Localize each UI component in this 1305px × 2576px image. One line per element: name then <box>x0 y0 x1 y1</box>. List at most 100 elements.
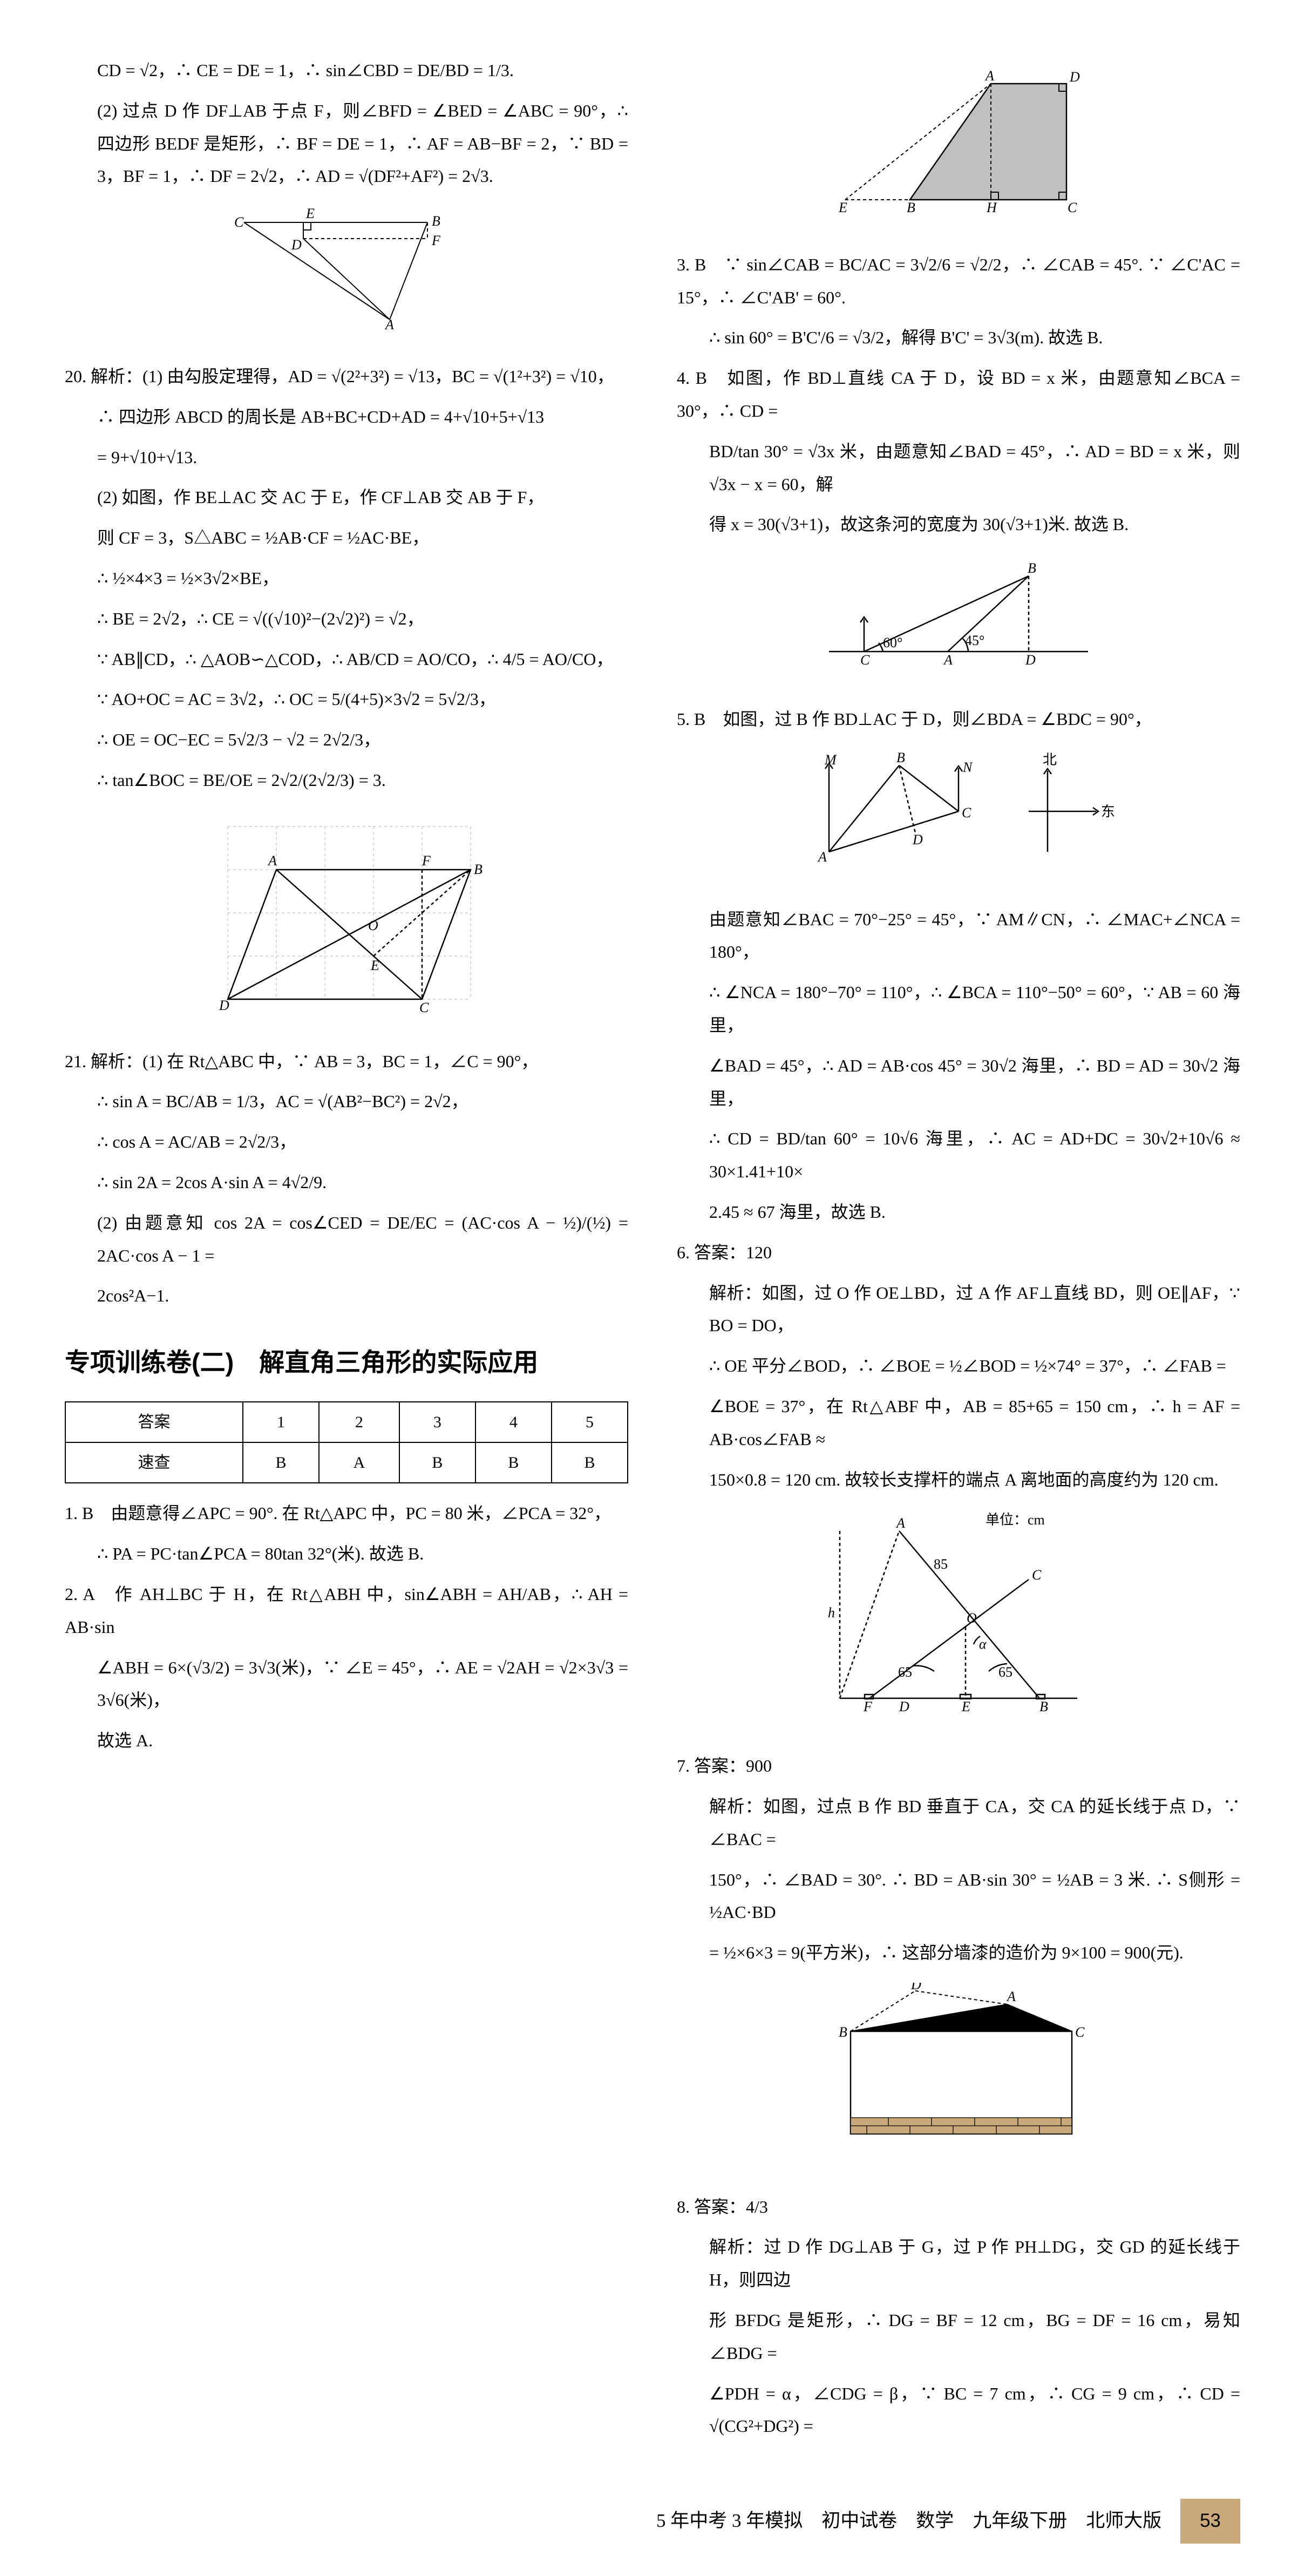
text-line: 由题意知∠BAC = 70°−25° = 45°，∵ AM∥CN，∴ ∠MAC+… <box>677 903 1240 969</box>
text-line: ∵ AB∥CD，∴ △AOB∽△COD，∴ AB/CD = AO/CO，∴ 4/… <box>65 643 628 676</box>
svg-text:C: C <box>1075 2024 1085 2040</box>
text-line: ∴ BE = 2√2，∴ CE = √((√10)²−(2√2)²) = √2， <box>65 602 628 635</box>
text-line: 则 CF = 3，S△ABC = ½AB·CF = ½AC·BE， <box>65 521 628 554</box>
text-line: ∴ 四边形 ABCD 的周长是 AB+BC+CD+AD = 4+√10+5+√1… <box>65 401 628 433</box>
text-line: 得 x = 30(√3+1)，故这条河的宽度为 30(√3+1)米. 故选 B. <box>677 508 1240 541</box>
svg-text:65: 65 <box>998 1664 1012 1680</box>
text-line: ∴ cos A = AC/AB = 2√2/3， <box>65 1126 628 1158</box>
text-line: 150°，∴ ∠BAD = 30°. ∴ BD = AB·sin 30° = ½… <box>677 1863 1240 1929</box>
svg-text:C: C <box>234 214 244 230</box>
text-line: ∴ PA = PC·tan∠PCA = 80tan 32°(米). 故选 B. <box>65 1537 628 1570</box>
table-row: 答案 1 2 3 4 5 <box>65 1402 628 1442</box>
text-line: CD = √2，∴ CE = DE = 1，∴ sin∠CBD = DE/BD … <box>65 54 628 87</box>
figure-wall: D A B C <box>677 1983 1240 2172</box>
svg-text:M: M <box>824 752 837 768</box>
text-line: ∴ tan∠BOC = BE/OE = 2√2/(2√2/3) = 3. <box>65 764 628 797</box>
text-line: 解析：如图，过点 B 作 BD 垂直于 CA，交 CA 的延长线于点 D，∵ ∠… <box>677 1790 1240 1856</box>
text-line: 21. 解析：(1) 在 Rt△ABC 中，∵ AB = 3，BC = 1，∠C… <box>65 1045 628 1078</box>
text-line: 1. B 由题意得∠APC = 90°. 在 Rt△APC 中，PC = 80 … <box>65 1497 628 1530</box>
table-cell: 5 <box>552 1402 628 1442</box>
svg-text:A: A <box>817 849 827 865</box>
svg-text:A: A <box>1006 1989 1016 2004</box>
svg-text:D: D <box>1069 69 1080 85</box>
text-line: ∴ ∠NCA = 180°−70° = 110°，∴ ∠BCA = 110°−5… <box>677 976 1240 1042</box>
table-row: 速查 B A B B B <box>65 1442 628 1483</box>
svg-text:东: 东 <box>1101 804 1115 819</box>
figure-bearings: M B N C D A 北 东 <box>677 749 1240 884</box>
table-cell: B <box>399 1442 475 1483</box>
table-cell: 2 <box>319 1402 399 1442</box>
figure-parallelogram-grid: A F B O E D C <box>65 810 628 1026</box>
figure-cdebfa: C E B F D A <box>65 206 628 341</box>
text-line: 5. B 如图，过 B 作 BD⊥AC 于 D，则∠BDA = ∠BDC = 9… <box>677 703 1240 736</box>
text-line: (2) 由题意知 cos 2A = cos∠CED = DE/EC = (AC·… <box>65 1206 628 1272</box>
text-line: ∠PDH = α，∠CDG = β，∵ BC = 7 cm，∴ CG = 9 c… <box>677 2377 1240 2443</box>
text-line: 2. A 作 AH⊥BC 于 H，在 Rt△ABH 中，sin∠ABH = AH… <box>65 1578 628 1644</box>
svg-text:α: α <box>979 1636 987 1652</box>
text-line: ∠ABH = 6×(√3/2) = 3√3(米)，∵ ∠E = 45°，∴ AE… <box>65 1651 628 1717</box>
svg-text:A: A <box>267 853 277 869</box>
svg-text:北: 北 <box>1043 752 1057 768</box>
svg-text:C: C <box>962 805 971 821</box>
svg-text:D: D <box>912 832 923 848</box>
footer: 5 年中考 3 年模拟 初中试卷 数学 九年级下册 北师大版 53 <box>65 2499 1240 2544</box>
right-column: A D E B H C 3. B ∵ sin∠CAB = BC/AC = 3√2… <box>677 54 1240 2450</box>
svg-text:C: C <box>1068 200 1077 215</box>
text-line: ∠BOE = 37°，在 Rt△ABF 中，AB = 85+65 = 150 c… <box>677 1390 1240 1456</box>
table-cell: B <box>552 1442 628 1483</box>
svg-text:B: B <box>432 213 440 229</box>
text-line: ∴ sin 60° = B'C'/6 = √3/2，解得 B'C' = 3√3(… <box>677 321 1240 354</box>
svg-text:B: B <box>907 200 915 215</box>
text-line: (2) 如图，作 BE⊥AC 交 AC 于 E，作 CF⊥AB 交 AB 于 F… <box>65 481 628 514</box>
section-title: 专项训练卷(二) 解直角三角形的实际应用 <box>65 1338 628 1386</box>
svg-text:D: D <box>899 1699 909 1714</box>
table-cell: 3 <box>399 1402 475 1442</box>
svg-text:A: A <box>943 652 953 668</box>
svg-text:85: 85 <box>934 1556 948 1572</box>
svg-text:E: E <box>305 206 315 221</box>
svg-text:D: D <box>219 998 229 1013</box>
table-cell: 速查 <box>65 1442 243 1483</box>
svg-text:H: H <box>986 200 997 215</box>
svg-text:E: E <box>961 1699 970 1714</box>
text-line: ∴ OE = OC−EC = 5√2/3 − √2 = 2√2/3， <box>65 723 628 756</box>
table-cell: 答案 <box>65 1402 243 1442</box>
svg-text:E: E <box>838 200 847 215</box>
text-line: 3. B ∵ sin∠CAB = BC/AC = 3√2/6 = √2/2，∴ … <box>677 248 1240 314</box>
text-line: 8. 答案：4/3 <box>677 2191 1240 2224</box>
svg-text:E: E <box>370 958 379 973</box>
answer-table: 答案 1 2 3 4 5 速查 B A B B B <box>65 1401 628 1483</box>
svg-text:B: B <box>839 2024 847 2040</box>
text-line: ∴ CD = BD/tan 60° = 10√6 海里，∴ AC = AD+DC… <box>677 1122 1240 1188</box>
svg-text:45°: 45° <box>965 633 984 648</box>
text-line: 2.45 ≈ 67 海里，故选 B. <box>677 1196 1240 1229</box>
svg-text:F: F <box>431 233 441 248</box>
footer-text: 5 年中考 3 年模拟 初中试卷 数学 九年级下册 北师大版 <box>656 2510 1161 2531</box>
text-line: (2) 过点 D 作 DF⊥AB 于点 F，则∠BFD = ∠BED = ∠AB… <box>65 94 628 193</box>
svg-text:N: N <box>962 760 973 775</box>
svg-text:C: C <box>860 652 870 668</box>
svg-text:A: A <box>384 317 394 330</box>
table-cell: 1 <box>243 1402 319 1442</box>
text-line: 形 BFDG 是矩形，∴ DG = BF = 12 cm，BG = DF = 1… <box>677 2304 1240 2370</box>
svg-text:F: F <box>863 1699 873 1714</box>
table-cell: 4 <box>475 1402 552 1442</box>
text-line: 解析：过 D 作 DG⊥AB 于 G，过 P 作 PH⊥DG，交 GD 的延长线… <box>677 2231 1240 2296</box>
svg-text:B: B <box>474 862 482 877</box>
svg-text:65: 65 <box>898 1664 912 1680</box>
svg-text:60°: 60° <box>883 635 902 650</box>
text-line: 故选 A. <box>65 1724 628 1757</box>
text-line: = ½×6×3 = 9(平方米)，∴ 这部分墙漆的造价为 9×100 = 900… <box>677 1936 1240 1969</box>
svg-text:B: B <box>896 750 905 765</box>
svg-text:O: O <box>368 918 378 933</box>
text-line: 解析：如图，过 O 作 OE⊥BD，过 A 作 AF⊥直线 BD，则 OE∥AF… <box>677 1277 1240 1343</box>
svg-text:C: C <box>419 1000 429 1015</box>
text-line: 20. 解析：(1) 由勾股定理得，AD = √(2²+3²) = √13，BC… <box>65 360 628 393</box>
text-line: ∴ sin 2A = 2cos A·sin A = 4√2/9. <box>65 1166 628 1199</box>
text-line: 2cos²A−1. <box>65 1279 628 1312</box>
figure-river: B C A D 60° 45° <box>677 554 1240 684</box>
svg-text:B: B <box>1028 560 1036 576</box>
text-line: = 9+√10+√13. <box>65 441 628 474</box>
svg-text:h: h <box>828 1605 835 1621</box>
svg-text:单位：cm: 单位：cm <box>985 1512 1045 1528</box>
